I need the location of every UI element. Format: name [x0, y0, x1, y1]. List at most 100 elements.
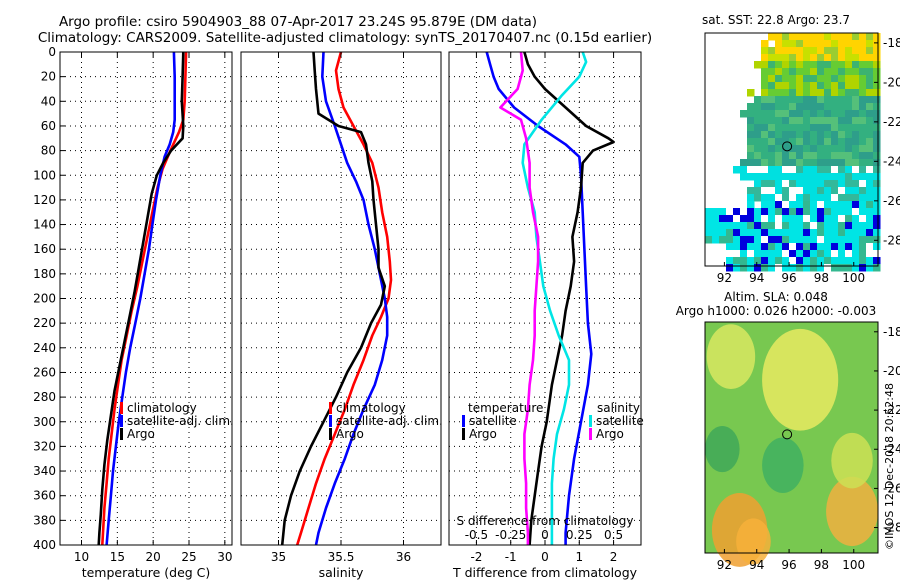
sst-cell — [859, 75, 867, 83]
sst-cell — [852, 236, 860, 244]
differences-xtick-label: 0 — [541, 550, 549, 564]
ytick-label: 300 — [33, 415, 56, 429]
sst-cell — [824, 82, 832, 90]
sst-cell — [845, 117, 853, 125]
sst-cell — [782, 75, 790, 83]
sst-cell — [754, 138, 762, 146]
sst-map-argo-marker — [782, 141, 793, 152]
sst-cell — [789, 264, 797, 272]
sst-cell — [782, 131, 790, 139]
sst-cell — [747, 173, 755, 181]
sst-cell — [747, 117, 755, 125]
sst-cell — [796, 33, 804, 41]
sst-cell — [754, 236, 762, 244]
sst-cell — [866, 236, 874, 244]
sst-cell — [740, 257, 748, 265]
sst-cell — [810, 68, 818, 76]
sst-cell — [810, 166, 818, 174]
sst-cell — [705, 208, 713, 216]
sst-cell — [845, 173, 853, 181]
sst-cell — [782, 194, 790, 202]
sst-cell — [768, 110, 776, 118]
sst-cell — [852, 138, 860, 146]
sst-cell — [796, 180, 804, 188]
sst-cell — [768, 75, 776, 83]
sst-cell — [782, 257, 790, 265]
sst-cell — [782, 250, 790, 258]
sst-cell — [782, 82, 790, 90]
sst-cell — [726, 208, 734, 216]
sst-cell — [817, 33, 825, 41]
sst-cell — [845, 47, 853, 55]
sst-cell — [866, 89, 874, 97]
sst-cell — [838, 208, 846, 216]
diff-top-tick-label: -0.25 — [495, 528, 526, 542]
sst-cell — [873, 117, 881, 125]
sst-cell — [824, 222, 832, 230]
sst-cell — [789, 215, 797, 223]
sst-cell — [810, 194, 818, 202]
sst-cell — [789, 194, 797, 202]
sst-cell — [747, 145, 755, 153]
sst-cell — [824, 131, 832, 139]
sst-cell — [852, 40, 860, 48]
sst-cell — [873, 201, 881, 209]
sst-cell — [873, 215, 881, 223]
sst-cell — [740, 243, 748, 251]
sst-cell — [782, 201, 790, 209]
sst-cell — [810, 159, 818, 167]
sst-cell — [838, 229, 846, 237]
sst-cell — [873, 194, 881, 202]
sst-cell — [747, 208, 755, 216]
sst-cell — [831, 222, 839, 230]
sst-cell — [719, 222, 727, 230]
sst-cell — [873, 257, 881, 265]
sst-cell — [775, 145, 783, 153]
sst-cell — [740, 229, 748, 237]
sst-cell — [859, 166, 867, 174]
sst-cell — [838, 222, 846, 230]
sla-map-frame — [704, 321, 879, 554]
sst-cell — [775, 131, 783, 139]
sla-blob — [831, 432, 873, 489]
ytick-label: 260 — [33, 365, 56, 379]
sst-cell — [824, 47, 832, 55]
sst-cell — [866, 264, 874, 272]
sst-cell — [789, 257, 797, 265]
sst-cell — [831, 138, 839, 146]
sst-map-xtick-label: 94 — [749, 271, 764, 285]
sst-cell — [838, 180, 846, 188]
sst-cell — [803, 229, 811, 237]
sst-cell — [831, 96, 839, 104]
sst-cell — [747, 250, 755, 258]
sst-cell — [852, 33, 860, 41]
sst-cell — [838, 236, 846, 244]
sst-cell — [845, 250, 853, 258]
sst-cell — [740, 208, 748, 216]
sst-cell — [768, 124, 776, 132]
sst-cell — [873, 96, 881, 104]
sla-blob — [762, 328, 839, 431]
differences-series-3 — [499, 51, 540, 545]
temperature-panel: 10 15 20 25 30 temperature (deg C) 0 20 40 60 80 10… — [33, 45, 234, 580]
sst-cell — [796, 236, 804, 244]
sst-cell — [852, 54, 860, 62]
sst-cell — [761, 47, 769, 55]
sst-cell — [852, 166, 860, 174]
sst-cell — [796, 194, 804, 202]
sst-cell — [754, 145, 762, 153]
sst-cell — [796, 117, 804, 125]
sst-cell — [838, 124, 846, 132]
sst-cell — [824, 250, 832, 258]
sst-cell — [726, 243, 734, 251]
sst-cell — [747, 257, 755, 265]
sst-cell — [775, 89, 783, 97]
sst-cell — [810, 96, 818, 104]
sst-cell — [768, 173, 776, 181]
sst-cell — [775, 187, 783, 195]
sst-cell — [726, 236, 734, 244]
sst-cell — [810, 250, 818, 258]
sst-cell — [803, 152, 811, 160]
sst-cell — [719, 229, 727, 237]
sst-cell — [754, 131, 762, 139]
